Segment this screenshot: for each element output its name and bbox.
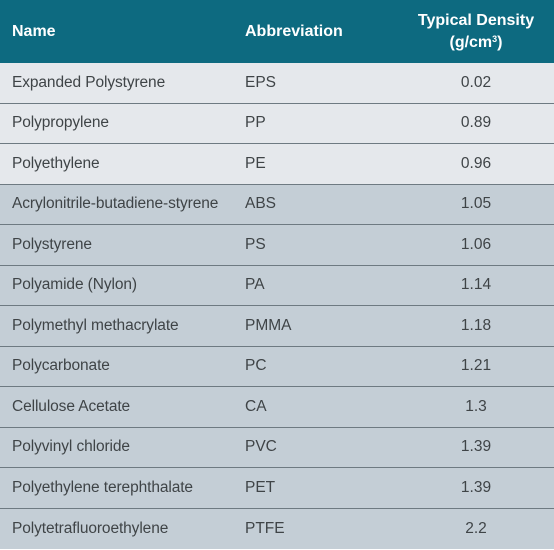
- cell-abbreviation: CA: [245, 397, 267, 415]
- cell-density: 1.06: [460, 235, 492, 253]
- cell-density: 0.89: [460, 114, 492, 132]
- header-density-close: ): [497, 34, 503, 51]
- cell-abbreviation: EPS: [245, 73, 277, 91]
- cell-name: Polyethylene terephthalate: [12, 478, 193, 496]
- cell-name: Polypropylene: [12, 114, 109, 132]
- table-row: Cellulose Acetate CA 1.3: [0, 387, 554, 428]
- table-row: Polyamide (Nylon) PA 1.14: [0, 265, 554, 306]
- header-abbreviation: Abbreviation: [245, 22, 343, 40]
- cell-density: 1.3: [465, 397, 487, 415]
- cell-abbreviation: PET: [245, 478, 276, 496]
- cell-name: Polyamide (Nylon): [12, 276, 137, 294]
- table-row: Polypropylene PP 0.89: [0, 103, 554, 144]
- header-density-superscript: 3: [492, 34, 498, 44]
- cell-abbreviation: PTFE: [245, 519, 285, 537]
- cell-density: 0.96: [460, 154, 492, 172]
- table-header: Name Abbreviation Typical Density (g/cm3…: [0, 0, 554, 63]
- cell-name: Polytetrafluoroethylene: [12, 519, 169, 537]
- cell-name: Acrylonitrile-butadiene-styrene: [12, 195, 219, 213]
- cell-abbreviation: PMMA: [245, 316, 292, 334]
- header-name: Name: [12, 22, 56, 40]
- table-row: Polyvinyl chloride PVC 1.39: [0, 427, 554, 468]
- header-density: Typical Density (g/cm3): [392, 11, 554, 52]
- header-density-line2: (g/cm3): [398, 30, 554, 52]
- cell-name: Cellulose Acetate: [12, 397, 131, 415]
- cell-density: 2.2: [465, 519, 487, 537]
- cell-density: 1.21: [460, 357, 492, 375]
- header-density-line1: Typical Density: [417, 12, 535, 29]
- table-row: Polystyrene PS 1.06: [0, 225, 554, 266]
- cell-density: 1.18: [460, 316, 492, 334]
- cell-density: 0.02: [460, 73, 492, 91]
- cell-abbreviation: PVC: [245, 438, 277, 456]
- cell-abbreviation: PP: [245, 114, 266, 132]
- table-row: Polymethyl methacrylate PMMA 1.18: [0, 306, 554, 347]
- cell-name: Polymethyl methacrylate: [12, 316, 179, 334]
- cell-name: Expanded Polystyrene: [12, 73, 166, 91]
- cell-density: 1.39: [460, 438, 492, 456]
- table-row: Expanded Polystyrene EPS 0.02: [0, 63, 554, 104]
- cell-abbreviation: PA: [245, 276, 265, 294]
- table-row: Polyethylene terephthalate PET 1.39: [0, 468, 554, 509]
- table-row: Acrylonitrile-butadiene-styrene ABS 1.05: [0, 184, 554, 225]
- cell-name: Polycarbonate: [12, 357, 110, 375]
- cell-density: 1.39: [460, 478, 492, 496]
- cell-abbreviation: ABS: [245, 195, 277, 213]
- cell-abbreviation: PS: [245, 235, 266, 253]
- cell-abbreviation: PE: [245, 154, 266, 172]
- cell-name: Polystyrene: [12, 235, 92, 253]
- cell-density: 1.14: [460, 276, 492, 294]
- table-row: Polytetrafluoroethylene PTFE 2.2: [0, 508, 554, 549]
- cell-name: Polyethylene: [12, 154, 100, 172]
- table-row: Polycarbonate PC 1.21: [0, 346, 554, 387]
- cell-abbreviation: PC: [245, 357, 267, 375]
- table-row: Polyethylene PE 0.96: [0, 144, 554, 185]
- cell-density: 1.05: [460, 195, 492, 213]
- header-density-unit: (g/cm: [449, 34, 493, 51]
- cell-name: Polyvinyl chloride: [12, 438, 130, 456]
